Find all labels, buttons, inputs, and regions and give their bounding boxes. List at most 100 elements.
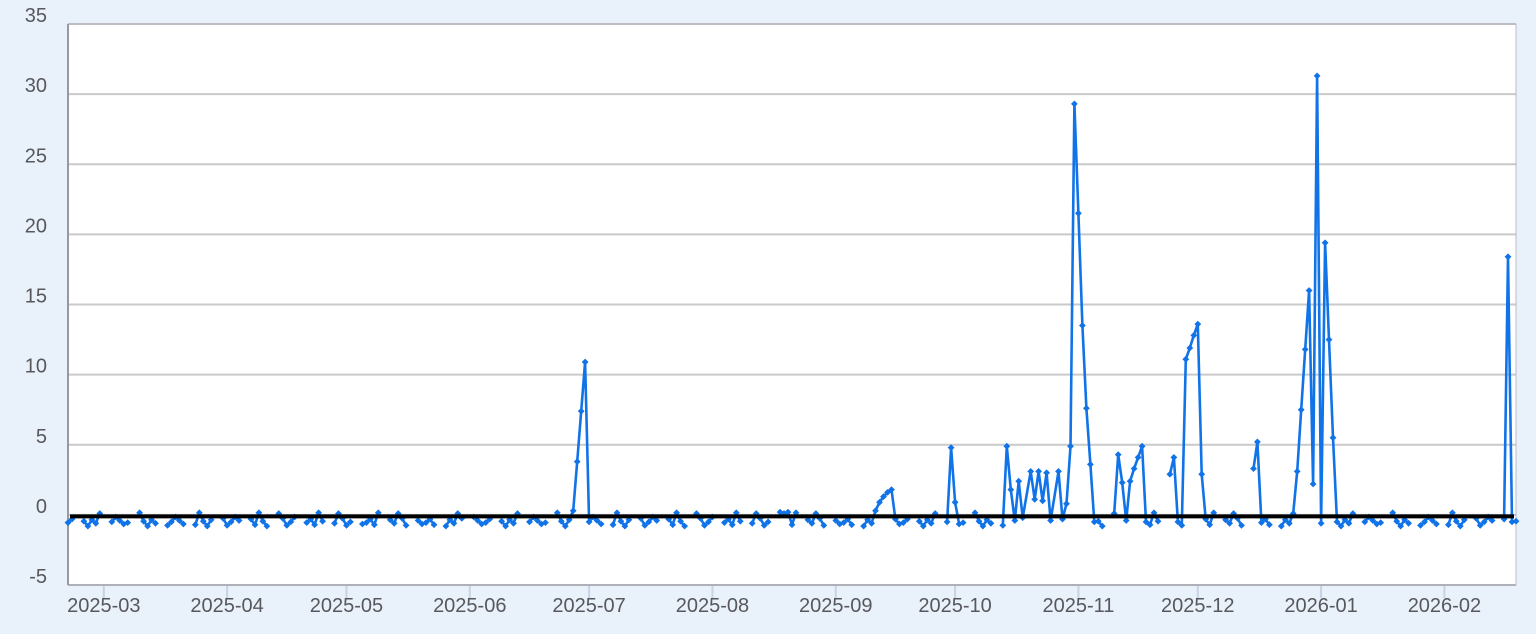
data-point-marker [788, 521, 796, 529]
data-point-marker [1262, 515, 1269, 523]
data-point-marker [1325, 336, 1333, 343]
data-point-marker [1170, 454, 1178, 461]
data-point-marker [1130, 465, 1138, 472]
data-point-marker [1297, 406, 1305, 414]
data-point-marker [259, 517, 267, 525]
x-axis-tick-label: 2025-07 [552, 595, 625, 617]
data-point-marker [868, 519, 875, 527]
data-point-marker [1480, 518, 1488, 526]
data-point-marker [510, 519, 517, 527]
x-axis-tick-label: 2025-10 [918, 595, 991, 617]
data-point-marker [1039, 497, 1046, 505]
data-point-marker [1456, 522, 1464, 530]
data-point-marker [390, 519, 398, 527]
data-point-marker [784, 508, 792, 516]
y-axis-tick-label: 25 [25, 145, 47, 167]
data-point-marker [1198, 470, 1206, 478]
data-point-marker [872, 507, 879, 515]
x-axis-labels: 2025-03 2025-04 2025-05 2025-06 2025-07 2025-… [67, 595, 1481, 617]
y-axis-labels: 35 30 25 20 15 10 5 0 -5 [25, 5, 47, 588]
data-point-marker [1277, 522, 1285, 530]
data-point-marker [577, 407, 585, 415]
data-point-marker [1166, 470, 1174, 478]
data-point-marker [1015, 477, 1023, 485]
data-point-marker [1230, 510, 1237, 517]
data-point-marker [1397, 522, 1404, 530]
data-point-marker [168, 518, 175, 526]
data-point-marker [319, 517, 326, 525]
data-point-marker [1075, 209, 1082, 217]
x-axis-tick-label: 2025-09 [799, 595, 872, 617]
data-point-marker [1083, 404, 1090, 412]
data-point-marker [120, 520, 128, 528]
data-point-marker [764, 518, 772, 526]
data-point-marker [191, 521, 199, 529]
y-axis-tick-label: 30 [25, 75, 47, 97]
data-point-marker [1035, 468, 1042, 475]
y-axis-tick-label: 20 [25, 215, 47, 237]
data-point-marker [347, 518, 354, 526]
data-point-marker [1031, 496, 1039, 503]
data-point-marker [1007, 486, 1015, 493]
data-point-marker [1182, 355, 1190, 363]
y-axis-tick-label: 15 [25, 286, 47, 308]
data-point-marker [820, 522, 828, 529]
x-axis-tick-label: 2025-08 [676, 595, 749, 617]
data-point-marker [1313, 72, 1321, 80]
data-point-marker [1429, 517, 1436, 524]
data-point-marker [164, 522, 171, 529]
x-axis-tick-label: 2025-04 [190, 595, 263, 617]
data-point-marker [498, 517, 505, 525]
data-point-marker [641, 522, 649, 529]
data-point-marker [64, 519, 72, 526]
data-point-marker [848, 521, 856, 529]
data-point-marker [1126, 477, 1134, 485]
data-point-marker [287, 518, 295, 526]
data-point-marker [1349, 510, 1357, 517]
data-point-marker [880, 493, 887, 500]
data-point-marker [335, 510, 342, 517]
data-point-marker [915, 517, 923, 525]
data-point-marker [526, 518, 533, 526]
data-point-marker [1154, 517, 1162, 525]
y-axis-tick-label: 5 [36, 426, 47, 448]
data-point-marker [1079, 322, 1086, 329]
data-point-marker [1476, 522, 1484, 529]
data-point-marker [116, 517, 124, 524]
data-point-marker [1250, 465, 1257, 472]
data-point-marker [418, 520, 426, 528]
data-point-marker [450, 519, 458, 527]
data-point-marker [414, 517, 422, 524]
data-point-marker [1452, 517, 1460, 525]
data-point-marker [124, 519, 132, 526]
x-axis-tick-label: 2025-03 [67, 595, 140, 617]
data-point-marker [1114, 451, 1122, 458]
data-point-marker [728, 521, 736, 529]
data-point-marker [144, 522, 151, 530]
data-point-marker [1142, 518, 1150, 526]
data-point-marker [331, 519, 338, 527]
x-axis-ticks [102, 586, 1446, 598]
data-point-marker [1134, 454, 1142, 461]
data-point-marker [235, 517, 243, 524]
data-point-marker [1369, 517, 1377, 524]
data-point-marker [927, 519, 935, 527]
data-point-marker [1321, 239, 1329, 247]
data-point-marker [705, 518, 712, 526]
data-point-marker [343, 522, 350, 529]
data-point-marker [482, 519, 490, 526]
data-point-marker [1317, 519, 1325, 527]
data-point-marker [1393, 517, 1401, 525]
x-axis-tick-label: 2025-06 [433, 595, 506, 617]
data-point-marker [339, 515, 346, 522]
data-point-marker [1293, 468, 1301, 475]
data-point-marker [251, 521, 259, 529]
data-point-marker [979, 522, 987, 530]
data-point-marker [1449, 509, 1456, 517]
data-point-marker [1345, 519, 1353, 527]
data-point-marker [474, 517, 482, 524]
data-point-marker [1071, 100, 1078, 108]
data-point-marker [1504, 253, 1512, 261]
data-point-marker [1190, 332, 1198, 339]
